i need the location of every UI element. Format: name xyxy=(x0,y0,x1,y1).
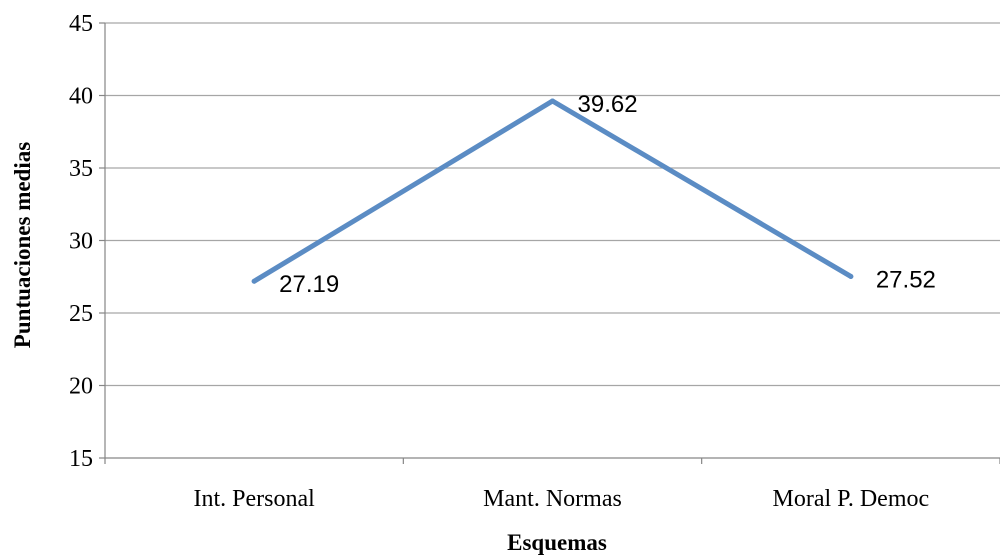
data-label: 27.19 xyxy=(279,271,339,298)
y-axis-title: Puntuaciones medias xyxy=(10,142,35,348)
y-tick-label: 25 xyxy=(69,301,93,327)
series-line xyxy=(251,98,854,284)
x-tick-label: Mant. Normas xyxy=(483,486,622,512)
y-tick-label: 15 xyxy=(69,446,93,472)
x-tick-label: Int. Personal xyxy=(194,486,316,512)
y-tick-label: 45 xyxy=(69,11,93,37)
data-label: 39.62 xyxy=(578,91,638,118)
axes xyxy=(99,22,1000,464)
x-tick-label: Moral P. Democ xyxy=(773,486,930,512)
gridlines xyxy=(105,22,1000,387)
y-tick-label: 40 xyxy=(69,84,93,110)
y-tick-label: 35 xyxy=(69,156,93,182)
data-label: 27.52 xyxy=(876,266,936,293)
data-point xyxy=(550,98,555,104)
y-tick-label: 20 xyxy=(69,374,93,400)
y-tick-labels: 15 20 25 30 35 40 45 xyxy=(69,11,93,472)
x-tick-labels: Int. Personal Mant. Normas Moral P. Democ xyxy=(194,486,930,512)
data-labels: 27.19 39.62 27.52 xyxy=(279,91,936,298)
y-tick-label: 30 xyxy=(69,229,93,255)
data-point xyxy=(251,278,257,284)
x-axis-title: Esquemas xyxy=(507,530,607,555)
data-point xyxy=(848,273,854,279)
series xyxy=(251,98,854,284)
